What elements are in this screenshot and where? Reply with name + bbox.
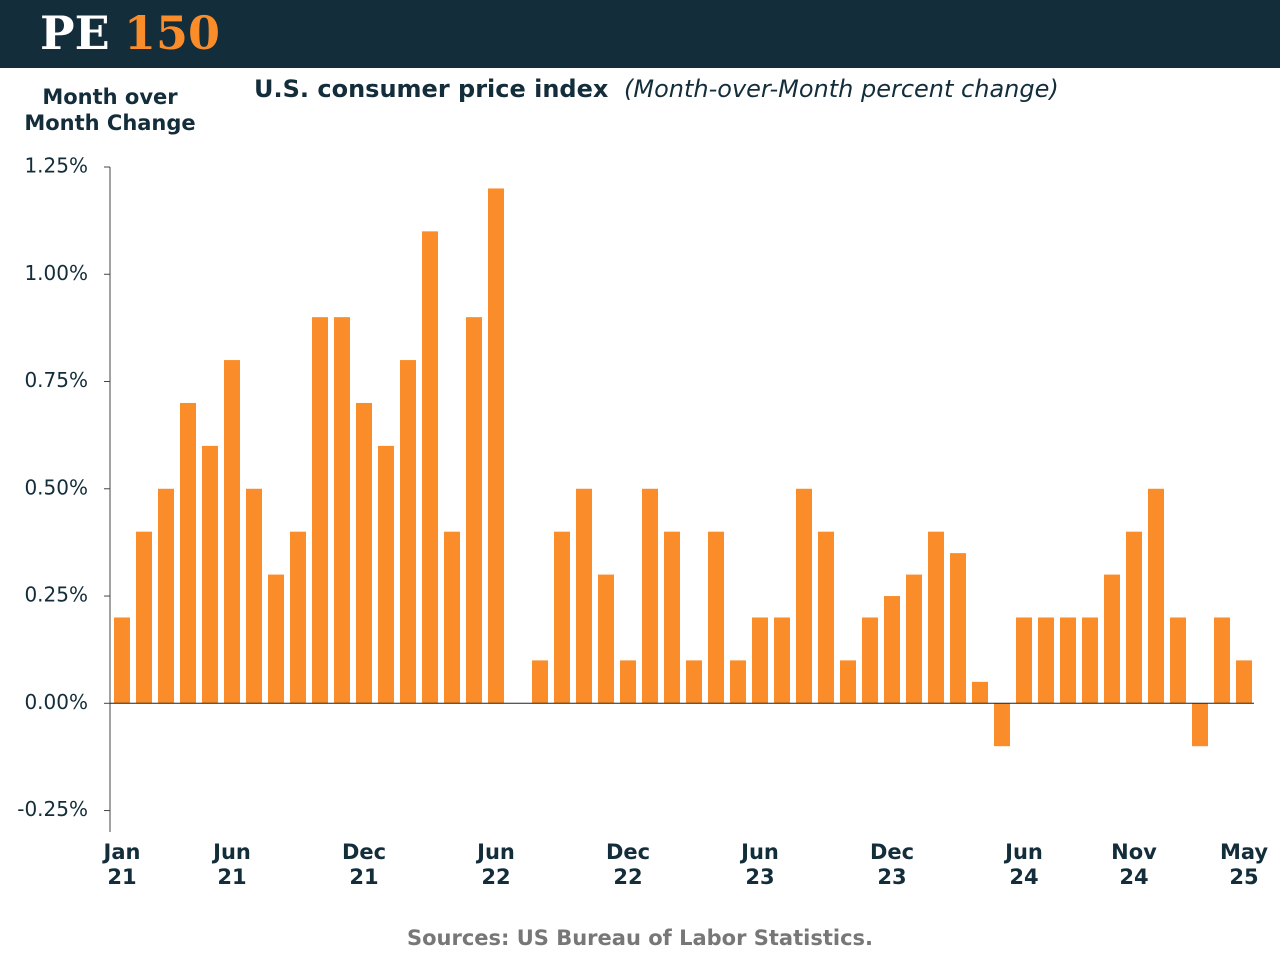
bar [884, 596, 900, 704]
bar [906, 574, 922, 704]
bar [532, 660, 548, 704]
bar [752, 617, 768, 704]
chart-heading: U.S. consumer price index (Month-over-Mo… [254, 75, 1059, 103]
bar [224, 360, 240, 704]
bar [928, 531, 944, 704]
x-tick-label: Nov 24 [1111, 840, 1157, 889]
bar [730, 660, 746, 704]
bar [422, 231, 438, 704]
bar [686, 660, 702, 704]
bar [334, 317, 350, 704]
x-tick-label: Dec 21 [342, 840, 386, 889]
bar [488, 188, 504, 704]
bar [158, 488, 174, 704]
bar [1236, 660, 1252, 704]
bar [466, 317, 482, 704]
bar [818, 531, 834, 704]
bar [1192, 703, 1208, 747]
x-tick-label: Jan 21 [102, 840, 141, 889]
source: Sources: US Bureau of Labor Statistics. [407, 926, 873, 950]
bar [356, 402, 372, 704]
bar [862, 617, 878, 704]
bar [1060, 617, 1076, 704]
bar [378, 445, 394, 704]
y-tick-label: 1.25% [24, 154, 88, 178]
bar [576, 488, 592, 704]
y-tick-label: 0.00% [24, 690, 88, 714]
bar [1214, 617, 1230, 704]
bar [972, 681, 988, 704]
y-tick-label: 0.50% [24, 475, 88, 499]
bar [312, 317, 328, 704]
header-bar [0, 0, 1280, 68]
y-axis-label: Month over Month Change [24, 85, 195, 135]
x-tick-label: Jun 24 [1003, 840, 1043, 889]
bar [620, 660, 636, 704]
bar [1104, 574, 1120, 704]
bar [400, 360, 416, 704]
bar [1016, 617, 1032, 704]
bar [642, 488, 658, 704]
bar [180, 402, 196, 704]
x-tick-label: Jun 21 [211, 840, 251, 889]
bar [1148, 488, 1164, 704]
y-tick-label: 0.25% [24, 583, 88, 607]
bar [114, 617, 130, 704]
x-tick-label: Jun 22 [475, 840, 515, 889]
bar [444, 531, 460, 704]
bar [136, 531, 152, 704]
bar [268, 574, 284, 704]
bar [246, 488, 262, 704]
bar [290, 531, 306, 704]
bar [840, 660, 856, 704]
bar [708, 531, 724, 704]
bar [1170, 617, 1186, 704]
chart-title: U.S. consumer price index [254, 75, 609, 103]
y-tick-label: 1.00% [24, 261, 88, 285]
x-tick-label: Dec 23 [870, 840, 914, 889]
logo-left: PE [40, 6, 110, 60]
bar [1126, 531, 1142, 704]
x-tick-label: May 25 [1220, 840, 1268, 889]
bar [796, 488, 812, 704]
logo-right: 150 [124, 6, 220, 60]
y-tick-label: -0.25% [17, 797, 88, 821]
x-tick-label: Dec 22 [606, 840, 650, 889]
bar [202, 445, 218, 704]
bar [554, 531, 570, 704]
bar [664, 531, 680, 704]
x-tick-label: Jun 23 [739, 840, 779, 889]
chart-subtitle: (Month-over-Month percent change) [624, 75, 1059, 103]
y-tick-label: 0.75% [24, 368, 88, 392]
bar [598, 574, 614, 704]
bar [950, 553, 966, 704]
bar [994, 703, 1010, 747]
bar [1082, 617, 1098, 704]
bar [1038, 617, 1054, 704]
bar [774, 617, 790, 704]
